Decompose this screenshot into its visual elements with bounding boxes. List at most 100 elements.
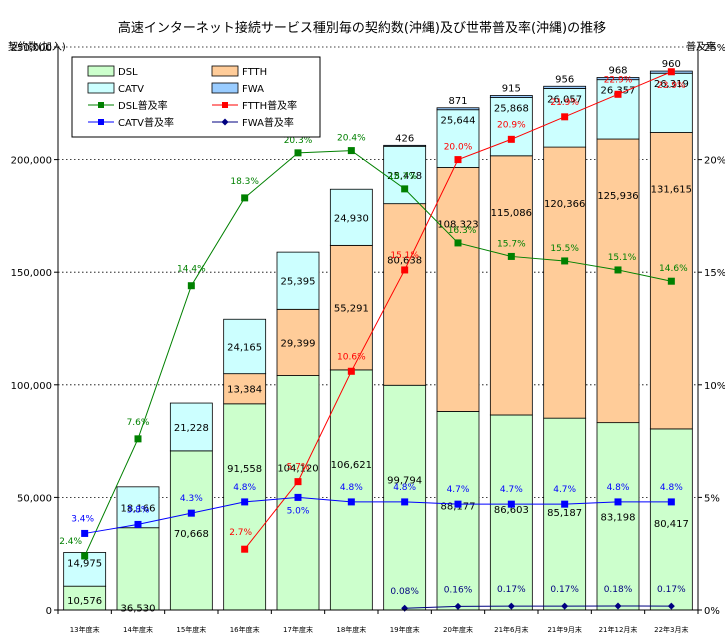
bar-value-label: 14,975 [67, 558, 102, 569]
line-marker [454, 500, 462, 508]
line-value-label: 0.17% [497, 585, 526, 595]
bar-segment-catv [489, 97, 533, 157]
y-left-tick-label: 150,000 [11, 268, 52, 279]
x-tick-label: 13年度末 [70, 625, 100, 634]
legend-swatch [87, 82, 115, 94]
line-value-label: 4.8% [660, 483, 683, 493]
bar-segment-ftth [329, 244, 373, 371]
bar-segment-catv [596, 79, 640, 140]
bar-segment-fwa [383, 144, 427, 147]
bar-value-label: 125,936 [597, 191, 638, 202]
line-value-label: 0.16% [444, 585, 473, 595]
line-marker [454, 602, 462, 610]
line-value-label: 15.7% [497, 239, 526, 249]
line-marker [294, 149, 302, 157]
bar-value-label: 80,638 [387, 256, 422, 267]
line-value-label: 5.7% [287, 463, 310, 473]
line-marker [507, 602, 515, 610]
lines-layer: 2.4% 7.6% 14.4% 18.3% 20.3% 20.4% 18.7% 16.3% 15… [59, 68, 688, 612]
line-value-label: 18.3% [230, 177, 259, 187]
bar-segment-fwa [489, 95, 533, 98]
bar-value-label: 120,366 [544, 199, 585, 210]
line-marker [614, 90, 622, 98]
line-marker [561, 257, 569, 265]
legend-label: DSL [118, 67, 138, 78]
line-marker [401, 185, 409, 193]
bar-value-label: 83,198 [601, 513, 636, 524]
bar-segment-ftth [596, 138, 640, 424]
bar-value-label: 18,166 [121, 503, 156, 514]
y-left-tick-label: 50,000 [17, 493, 52, 504]
line-value-label: 3.4% [71, 514, 94, 524]
bar-value-label: 26,057 [547, 94, 582, 105]
bar-segment-dsl [276, 375, 320, 611]
line-value-label: 2.4% [59, 537, 82, 547]
line-value-label: 15.1% [608, 253, 637, 263]
bar-value-label: 871 [448, 96, 467, 107]
line-marker [667, 602, 675, 610]
bar-value-label: 25,395 [281, 277, 316, 288]
x-tick-label: 22年3月末 [654, 625, 688, 634]
legend-label: DSL普及率 [118, 99, 168, 112]
axes-layer: 0 50,000 100,000 150,000 200,000 250,000 0% 5% 1… [11, 43, 725, 634]
bar-value-label: 968 [608, 65, 627, 76]
legend-label: FTTH普及率 [242, 99, 297, 112]
bar-value-label: 13,384 [227, 385, 262, 396]
line-value-label: 20.9% [497, 120, 526, 130]
legend-label: CATV普及率 [118, 116, 174, 129]
bar-value-label: 106,621 [331, 460, 372, 471]
bar-value-label: 55,291 [334, 304, 369, 315]
line-marker [507, 135, 515, 143]
bar-segment-fwa [596, 77, 640, 81]
bar-segment-catv [276, 251, 320, 310]
x-tick-label: 14年度末 [123, 625, 153, 634]
legend-marker [221, 118, 229, 126]
line-marker [507, 252, 515, 260]
legend-swatch [87, 65, 115, 77]
bar-segment-catv [223, 318, 267, 375]
line-value-label: 5.0% [287, 506, 310, 516]
line-value-label: 4.3% [180, 494, 203, 504]
y-left-tick-label: 250,000 [11, 43, 52, 54]
bar-segment-dsl [329, 369, 373, 611]
line-value-label: 4.8% [607, 483, 630, 493]
line-value-label: 18.7% [388, 172, 417, 182]
line-marker [454, 156, 462, 164]
legend-swatch [211, 82, 239, 94]
bar-segment-dsl [169, 450, 213, 611]
y-axis-left-label: 契約数(加入) [8, 40, 66, 53]
y-left-tick-label: 200,000 [11, 156, 52, 167]
legend-label: FTTH [242, 67, 267, 78]
line-marker [187, 282, 195, 290]
bar-segment-ftth [489, 155, 533, 416]
line-marker [454, 239, 462, 247]
line-value-label: 15.1% [390, 251, 419, 261]
line-marker [561, 602, 569, 610]
x-tick-label: 17年度末 [283, 625, 313, 634]
bar-segment-catv [383, 145, 427, 205]
line-value-label: 2.7% [229, 528, 252, 538]
line-marker [614, 266, 622, 274]
x-tick-label: 21年12月末 [599, 625, 638, 634]
line-value-label: 7.6% [127, 418, 150, 428]
line-marker [401, 266, 409, 274]
bar-value-label: 960 [662, 59, 681, 70]
line-value-label: 21.9% [550, 98, 579, 108]
line-marker [187, 509, 195, 517]
bar-value-label: 70,668 [174, 529, 209, 540]
line-value-label: 4.7% [553, 485, 576, 495]
line-value-label: 0.17% [657, 585, 686, 595]
bar-segment-ftth [223, 373, 267, 405]
line-marker [614, 602, 622, 610]
y-left-tick-label: 100,000 [11, 381, 52, 392]
line-value-label: 20.3% [284, 136, 313, 146]
line-value-label: 10.6% [337, 352, 366, 362]
line-value-label: 14.6% [659, 264, 688, 274]
line-value-label: 3.8% [127, 505, 150, 515]
line-marker [241, 194, 249, 202]
line-marker [347, 367, 355, 375]
bar-value-label: 99,794 [387, 475, 422, 486]
bar-value-label: 21,228 [174, 423, 209, 434]
line-marker [347, 147, 355, 155]
